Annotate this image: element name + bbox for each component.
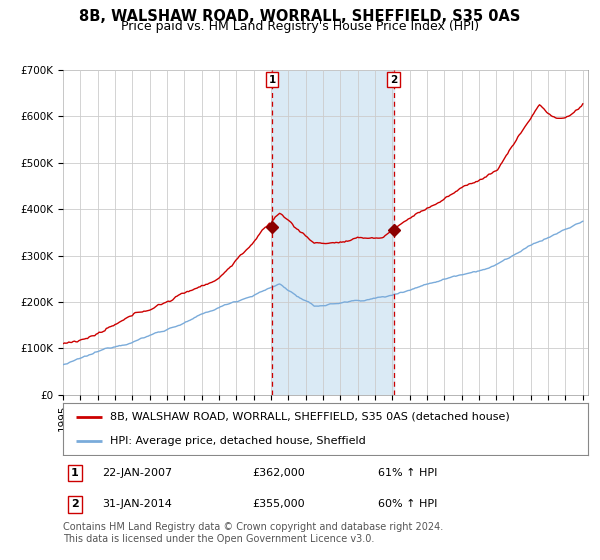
Text: 8B, WALSHAW ROAD, WORRALL, SHEFFIELD, S35 0AS: 8B, WALSHAW ROAD, WORRALL, SHEFFIELD, S3… [79,9,521,24]
Text: 2: 2 [390,75,397,85]
Text: 31-JAN-2014: 31-JAN-2014 [103,500,172,510]
Text: 1: 1 [71,468,79,478]
Text: 60% ↑ HPI: 60% ↑ HPI [378,500,437,510]
Text: £355,000: £355,000 [252,500,305,510]
Text: 22-JAN-2007: 22-JAN-2007 [103,468,173,478]
Text: 61% ↑ HPI: 61% ↑ HPI [378,468,437,478]
Bar [272,70,394,395]
Text: Price paid vs. HM Land Registry's House Price Index (HPI): Price paid vs. HM Land Registry's House … [121,20,479,33]
Text: Contains HM Land Registry data © Crown copyright and database right 2024.
This d: Contains HM Land Registry data © Crown c… [63,522,443,544]
Text: £362,000: £362,000 [252,468,305,478]
Text: HPI: Average price, detached house, Sheffield: HPI: Average price, detached house, Shef… [110,436,366,446]
Text: 8B, WALSHAW ROAD, WORRALL, SHEFFIELD, S35 0AS (detached house): 8B, WALSHAW ROAD, WORRALL, SHEFFIELD, S3… [110,412,510,422]
Text: 2: 2 [71,500,79,510]
Text: 1: 1 [268,75,275,85]
